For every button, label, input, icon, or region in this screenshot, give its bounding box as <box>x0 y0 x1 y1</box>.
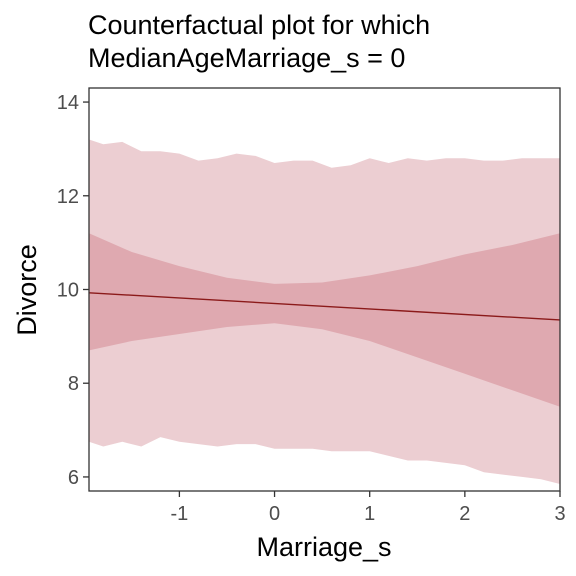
chart-title-line-2: MedianAgeMarriage_s = 0 <box>88 43 405 73</box>
mean-interval-band <box>89 233 560 407</box>
x-axis: -1 0 1 2 3 <box>170 491 566 525</box>
x-tick-label: 0 <box>269 503 280 525</box>
mean-line <box>88 292 561 321</box>
y-tick-label: 14 <box>57 92 79 114</box>
plot-area <box>88 139 561 484</box>
y-tick-label: 10 <box>57 280 79 302</box>
chart-title-line-1: Counterfactual plot for which <box>88 10 430 40</box>
y-tick-label: 8 <box>68 373 79 395</box>
y-tick-label: 6 <box>68 467 79 489</box>
y-axis: 6 8 10 12 14 <box>57 92 89 489</box>
x-axis-label: Marriage_s <box>256 532 391 562</box>
x-tick-label: -1 <box>170 503 188 525</box>
x-tick-label: 3 <box>554 503 565 525</box>
x-tick-label: 2 <box>459 503 470 525</box>
y-tick-label: 12 <box>57 186 79 208</box>
x-tick-label: 1 <box>364 503 375 525</box>
y-axis-label: Divorce <box>12 244 42 336</box>
